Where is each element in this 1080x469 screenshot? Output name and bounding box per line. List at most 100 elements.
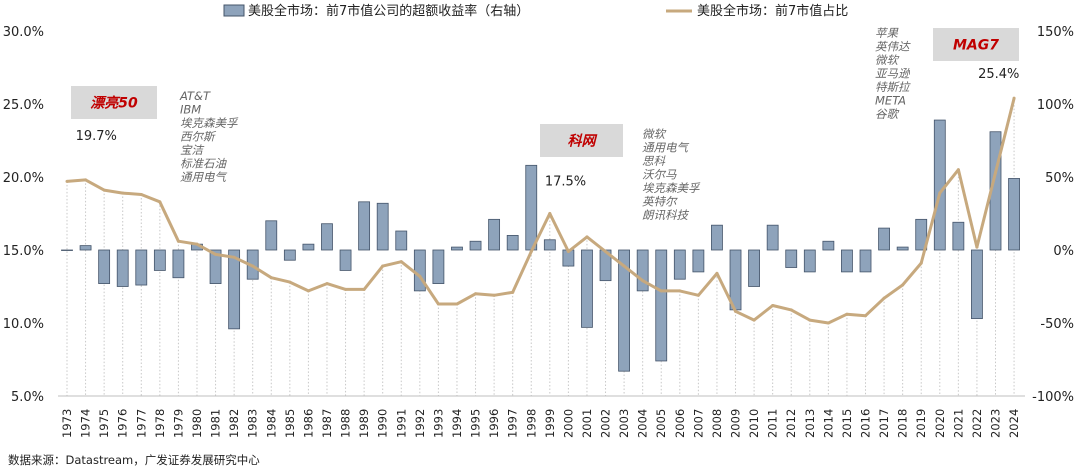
x-tick-label: 1973: [60, 409, 74, 438]
excess-return-bar: [209, 249, 222, 284]
x-tick-label: 1976: [116, 409, 130, 438]
x-tick-label: 2023: [989, 409, 1003, 438]
excess-return-bar: [896, 246, 909, 251]
x-tick-label: 1977: [134, 409, 148, 438]
top7-share-point: [158, 200, 162, 204]
top7-share-line: [66, 97, 1016, 325]
top7-share-point: [436, 302, 440, 306]
x-axis-ticks: 1973 1974 1975 1976 1977 1978 1979 1980 1981 1982…: [60, 409, 1021, 438]
x-tick-label: 2017: [877, 409, 891, 438]
excess-return-bar: [172, 249, 185, 279]
era-company: IBM: [180, 103, 201, 117]
top7-share-point: [901, 283, 905, 287]
x-tick-label: 2020: [933, 409, 947, 438]
excess-return-bar: [803, 249, 816, 273]
x-tick-label: 1979: [171, 409, 185, 438]
top7-share-point: [269, 276, 273, 280]
top7-share-point: [232, 255, 236, 259]
x-tick-label: 1990: [376, 409, 390, 438]
top7-share-point: [195, 242, 199, 246]
excess-return-bar: [116, 249, 129, 287]
top7-share-point: [362, 287, 366, 291]
excess-return-bar: [265, 220, 278, 251]
era-company: 通用电气: [642, 141, 689, 155]
excess-return-bar: [655, 249, 668, 362]
excess-return-bar: [321, 223, 333, 251]
excess-return-bar: [228, 249, 241, 330]
top7-share-point: [882, 296, 886, 300]
excess-return-bar: [581, 249, 593, 328]
era-company: 埃克森美孚: [642, 181, 701, 195]
top7-share-point: [399, 260, 403, 264]
x-tick-label: 1980: [190, 409, 204, 438]
excess-return-bar: [302, 243, 315, 251]
excess-return-bar: [915, 218, 928, 251]
excess-return-bar: [432, 249, 445, 284]
era-company: 埃克森美孚: [180, 116, 239, 130]
top7-share-point: [84, 178, 88, 182]
era-box: [933, 28, 1019, 61]
top7-share-point: [659, 289, 663, 293]
legend-bar-swatch: [223, 4, 245, 17]
x-tick-label: 1989: [357, 409, 371, 438]
top7-share-point: [864, 314, 868, 318]
x-tick-label: 1996: [487, 409, 501, 438]
top7-share-point: [696, 293, 700, 297]
x-tick-label: 2014: [821, 409, 835, 438]
x-tick-label: 2018: [896, 409, 910, 438]
top7-share-point: [771, 303, 775, 307]
era-label: MAG7: [953, 38, 999, 54]
legend: 美股全市场：前7市值公司的超额收益率（右轴） 美股全市场：前7市值占比: [223, 3, 848, 19]
top7-share-point: [919, 261, 923, 265]
right-tick-label: 100%: [1037, 98, 1074, 113]
era-label: 科网: [568, 133, 598, 150]
top7-share-point: [734, 309, 738, 313]
x-tick-label: 1983: [246, 409, 260, 438]
top7-share-point: [808, 318, 812, 322]
line-series: [65, 96, 1016, 325]
right-tick-label: -50%: [1040, 317, 1074, 332]
excess-return-bar: [135, 249, 148, 286]
excess-return-bar: [878, 227, 890, 251]
x-tick-label: 1995: [469, 409, 483, 438]
era-company: 微软: [642, 127, 666, 141]
top7-share-point: [585, 235, 589, 239]
x-tick-label: 1984: [264, 409, 278, 438]
era-company: 亚马逊: [875, 67, 910, 81]
excess-return-bar: [933, 119, 946, 251]
era-label: 漂亮50: [90, 95, 138, 112]
top7-share-point: [529, 249, 533, 253]
excess-return-bar: [618, 249, 630, 372]
right-axis: -100% -50% 0% 50% 100% 150%: [1032, 25, 1074, 405]
x-tick-label: 1993: [431, 409, 445, 438]
top7-share-point: [511, 290, 515, 294]
top7-share-point: [641, 279, 645, 283]
excess-return-bar: [283, 249, 296, 261]
era-company: 特斯拉: [875, 80, 911, 94]
x-tick-label: 2000: [561, 409, 575, 438]
excess-return-bar: [971, 249, 983, 320]
x-tick-label: 2004: [636, 409, 650, 438]
top7-share-point: [938, 191, 942, 195]
era-company: 西尔斯: [180, 130, 217, 144]
excess-return-bar: [1008, 178, 1020, 251]
era-company: 微软: [875, 53, 899, 67]
top7-share-point: [1012, 96, 1016, 100]
x-tick-label: 1991: [394, 409, 408, 438]
excess-return-bar: [376, 202, 389, 251]
top7-share-point: [715, 271, 719, 275]
source-note: 数据来源：Datastream，广发证券发展研究中心: [8, 453, 260, 467]
left-tick-label: 25.0%: [3, 98, 44, 113]
x-tick-label: 2021: [951, 409, 965, 438]
top7-share-point: [789, 308, 793, 312]
right-tick-label: 150%: [1037, 25, 1074, 40]
x-tick-label: 2009: [729, 409, 743, 438]
excess-return-bar: [153, 249, 166, 271]
left-tick-label: 30.0%: [3, 25, 44, 40]
right-tick-label: 0%: [1053, 244, 1074, 259]
top7-share-point: [288, 280, 292, 284]
top7-share-point: [566, 249, 570, 253]
excess-return-bar: [469, 240, 482, 251]
x-tick-label: 2006: [673, 409, 687, 438]
